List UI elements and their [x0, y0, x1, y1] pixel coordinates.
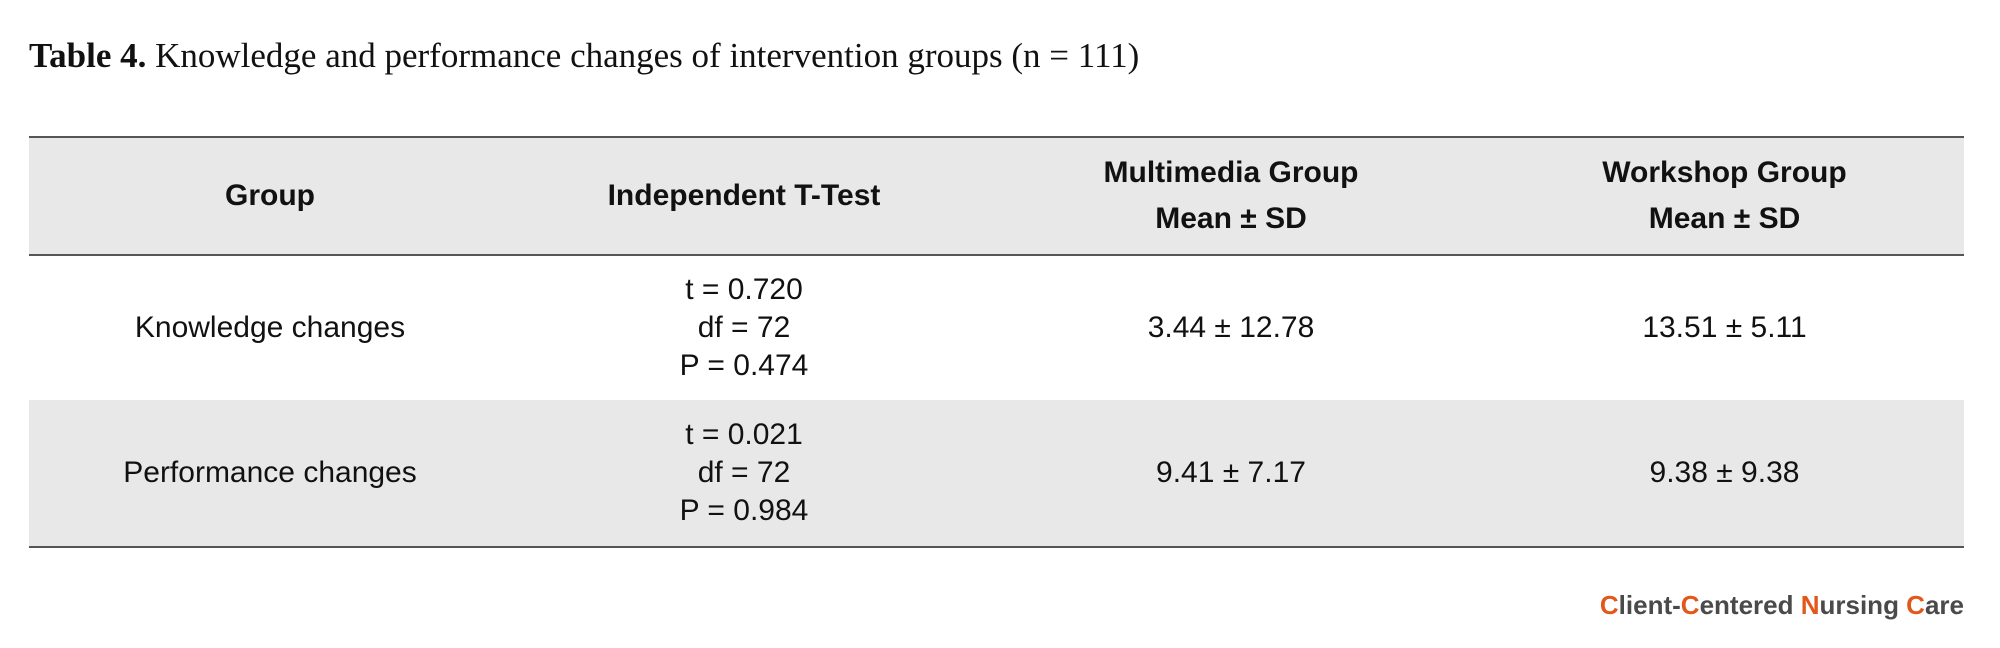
brand-part: N — [1800, 590, 1820, 620]
brand-part: are — [1924, 590, 1964, 620]
header-group-line1: Group — [225, 179, 315, 212]
brand-part: ursing — [1819, 590, 1907, 620]
header-multimedia-line1: Multimedia Group — [1103, 156, 1359, 189]
ttest-p: P = 0.474 — [679, 349, 809, 382]
header-workshop: Workshop Group Mean ± SD — [1485, 136, 1964, 256]
results-table-container: Group Independent T-Test Multimedia Grou… — [29, 136, 1964, 548]
header-ttest: Independent T-Test — [511, 136, 977, 256]
header-workshop-line2: Mean ± SD — [1648, 202, 1801, 235]
cell-ttest: t = 0.021 df = 72 P = 0.984 — [511, 400, 977, 548]
results-table: Group Independent T-Test Multimedia Grou… — [29, 136, 1964, 548]
cell-workshop: 9.38 ± 9.38 — [1485, 400, 1964, 548]
header-group: Group — [29, 136, 511, 256]
cell-multimedia: 3.44 ± 12.78 — [977, 255, 1485, 400]
header-multimedia-line2: Mean ± SD — [1155, 202, 1307, 235]
brand-part: C — [1599, 590, 1619, 620]
ttest-df: df = 72 — [697, 311, 791, 344]
table-row: Knowledge changes t = 0.720 df = 72 P = … — [29, 255, 1964, 400]
cell-multimedia: 9.41 ± 7.17 — [977, 400, 1485, 548]
table-caption: Table 4. Knowledge and performance chang… — [29, 36, 1139, 76]
header-ttest-line1: Independent T-Test — [607, 179, 881, 212]
header-workshop-line1: Workshop Group — [1602, 156, 1847, 189]
ttest-p: P = 0.984 — [679, 494, 809, 527]
cell-group: Knowledge changes — [29, 255, 511, 400]
ttest-t: t = 0.720 — [685, 273, 803, 306]
brand-part: entered — [1699, 590, 1801, 620]
ttest-df: df = 72 — [697, 456, 791, 489]
ttest-t: t = 0.021 — [685, 418, 803, 451]
cell-ttest: t = 0.720 df = 72 P = 0.474 — [511, 255, 977, 400]
header-multimedia: Multimedia Group Mean ± SD — [977, 136, 1485, 256]
brand-part: lient- — [1618, 590, 1681, 620]
caption-title: Knowledge and performance changes of int… — [155, 36, 1140, 75]
journal-brand: Client-Centered Nursing Care — [1600, 590, 1964, 621]
caption-label: Table 4. — [29, 36, 147, 75]
cell-group: Performance changes — [29, 400, 511, 548]
brand-part: C — [1680, 590, 1700, 620]
brand-part: C — [1906, 590, 1925, 620]
table-header-row: Group Independent T-Test Multimedia Grou… — [29, 136, 1964, 256]
cell-workshop: 13.51 ± 5.11 — [1485, 255, 1964, 400]
table-row: Performance changes t = 0.021 df = 72 P … — [29, 400, 1964, 548]
